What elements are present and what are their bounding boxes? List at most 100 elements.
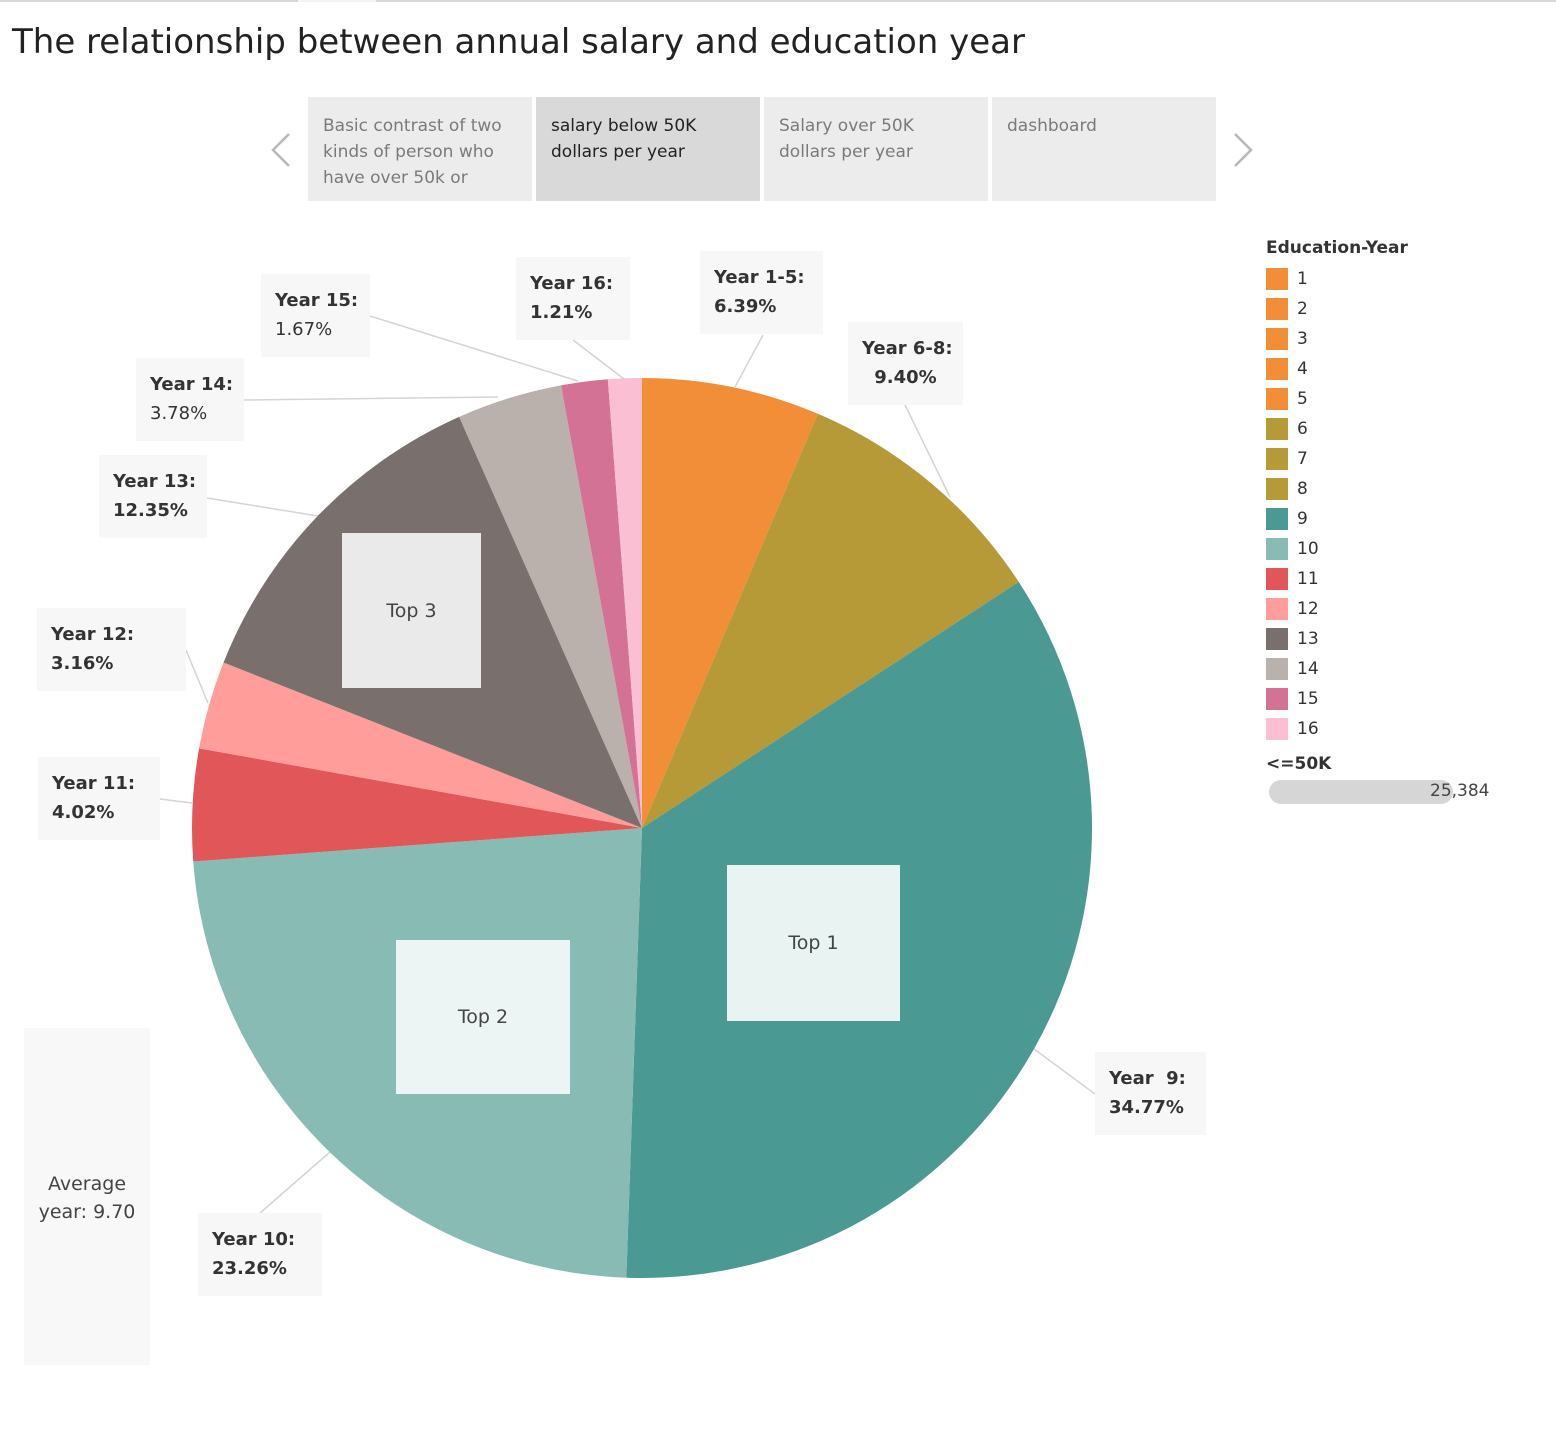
slice-label: Year 6-8: — [862, 338, 953, 359]
legend-items: 1 2 3 4 5 6 7 8 9 10 11 12 13 14 15 16 — [1266, 264, 1546, 744]
legend-swatch — [1266, 658, 1288, 680]
slice-label: Year 13: — [113, 471, 197, 492]
leader-line-5 — [185, 649, 209, 704]
legend-item-12[interactable]: 12 — [1266, 594, 1546, 624]
top-rule — [0, 0, 1556, 2]
legend-label: 6 — [1297, 419, 1308, 439]
leader-line-9 — [572, 339, 625, 380]
callout-year-1-5: Year 1-5: 6.39% — [700, 251, 823, 334]
legend-swatch — [1266, 418, 1288, 440]
size-legend-title: <=50K — [1266, 754, 1332, 774]
slice-percent: 34.77% — [1109, 1097, 1184, 1118]
tab-basic-contrast[interactable]: Basic contrast of two kinds of person wh… — [308, 97, 532, 201]
top-tab-indicator — [298, 0, 376, 2]
slice-label: Year 14: — [150, 374, 234, 395]
legend-label: 3 — [1297, 329, 1308, 349]
legend-item-14[interactable]: 14 — [1266, 654, 1546, 684]
slice-percent: 4.02% — [52, 802, 115, 823]
leader-line-0 — [734, 334, 764, 388]
legend-label: 15 — [1297, 689, 1319, 709]
pie-slice-8[interactable] — [561, 379, 642, 828]
legend-swatch — [1266, 268, 1288, 290]
legend-label: 9 — [1297, 509, 1308, 529]
legend-swatch — [1266, 358, 1288, 380]
legend-item-6[interactable]: 6 — [1266, 414, 1546, 444]
callout-year-16: Year 16: 1.21% — [516, 257, 630, 340]
leader-line-2 — [1033, 1048, 1096, 1095]
legend-swatch — [1266, 538, 1288, 560]
size-legend-bar — [1269, 780, 1453, 804]
slice-label: Year 10: — [212, 1229, 296, 1250]
callout-year-9: Year 9: 34.77% — [1095, 1052, 1206, 1135]
legend-swatch — [1266, 328, 1288, 350]
legend-label: 1 — [1297, 269, 1308, 289]
chevron-right-icon[interactable] — [1224, 130, 1264, 170]
slice-label: Year 12: — [51, 624, 135, 645]
tab-salary-over-50k[interactable]: Salary over 50K dollars per year — [764, 97, 988, 201]
legend-item-9[interactable]: 9 — [1266, 504, 1546, 534]
pie-slice-9[interactable] — [607, 378, 642, 828]
slice-percent: 3.78% — [150, 403, 208, 424]
legend-swatch — [1266, 718, 1288, 740]
size-legend: 25,384 — [1266, 778, 1496, 806]
callout-year-6-8: Year 6-8: 9.40% — [848, 322, 963, 405]
legend-swatch — [1266, 298, 1288, 320]
slice-percent: 6.39% — [714, 296, 777, 317]
callout-year-10: Year 10: 23.26% — [198, 1213, 322, 1296]
leader-line-8 — [369, 315, 579, 382]
callout-year-13: Year 13: 12.35% — [99, 455, 207, 538]
legend-item-1[interactable]: 1 — [1266, 264, 1546, 294]
legend-item-3[interactable]: 3 — [1266, 324, 1546, 354]
tab-salary-below-50k[interactable]: salary below 50K dollars per year — [536, 97, 760, 201]
slice-label: Year 9: — [1109, 1068, 1186, 1089]
legend-item-16[interactable]: 16 — [1266, 714, 1546, 744]
legend-label: 12 — [1297, 599, 1319, 619]
annotation-top-2: Top 2 — [396, 940, 570, 1094]
legend-item-8[interactable]: 8 — [1266, 474, 1546, 504]
legend-item-15[interactable]: 15 — [1266, 684, 1546, 714]
chevron-left-icon[interactable] — [260, 130, 300, 170]
callout-year-15: Year 15: 1.67% — [261, 274, 370, 357]
legend-label: 4 — [1297, 359, 1308, 379]
tab-dashboard[interactable]: dashboard — [992, 97, 1216, 201]
legend-label: 5 — [1297, 389, 1308, 409]
legend-swatch — [1266, 628, 1288, 650]
slice-percent: 1.21% — [530, 302, 593, 323]
legend-item-5[interactable]: 5 — [1266, 384, 1546, 414]
legend-label: 16 — [1297, 719, 1319, 739]
pie-slice-7[interactable] — [459, 385, 642, 828]
slice-label: Year 11: — [52, 773, 136, 794]
pie-slice-1[interactable] — [642, 413, 1019, 828]
legend-swatch — [1266, 568, 1288, 590]
legend-swatch — [1266, 508, 1288, 530]
slice-percent: 3.16% — [51, 653, 114, 674]
annotation-top-1: Top 1 — [727, 865, 900, 1021]
legend-label: 7 — [1297, 449, 1308, 469]
legend-swatch — [1266, 688, 1288, 710]
slice-percent: 12.35% — [113, 500, 188, 521]
slice-label: Year 1-5: — [714, 267, 805, 288]
legend-item-13[interactable]: 13 — [1266, 624, 1546, 654]
pie-slice-0[interactable] — [642, 378, 818, 828]
legend-item-4[interactable]: 4 — [1266, 354, 1546, 384]
slice-percent: 1.67% — [275, 319, 333, 340]
legend-swatch — [1266, 448, 1288, 470]
legend-item-7[interactable]: 7 — [1266, 444, 1546, 474]
leader-line-3 — [259, 1151, 331, 1214]
annotation-top-3: Top 3 — [342, 533, 481, 688]
pie-slice-4[interactable] — [191, 748, 642, 862]
legend-label: 10 — [1297, 539, 1319, 559]
legend-swatch — [1266, 478, 1288, 500]
legend-label: 14 — [1297, 659, 1319, 679]
pie-slice-5[interactable] — [199, 662, 643, 828]
slice-percent: 9.40% — [874, 367, 937, 388]
slice-label: Year 16: — [530, 273, 614, 294]
slice-label: Year 15: — [275, 290, 359, 311]
legend-item-11[interactable]: 11 — [1266, 564, 1546, 594]
legend-item-2[interactable]: 2 — [1266, 294, 1546, 324]
callout-year-14: Year 14: 3.78% — [136, 358, 244, 441]
legend-label: 8 — [1297, 479, 1308, 499]
legend-label: 11 — [1297, 569, 1319, 589]
legend: Education-Year 1 2 3 4 5 6 7 8 9 10 11 12 13 14 15 16 <… — [1266, 238, 1546, 806]
legend-item-10[interactable]: 10 — [1266, 534, 1546, 564]
